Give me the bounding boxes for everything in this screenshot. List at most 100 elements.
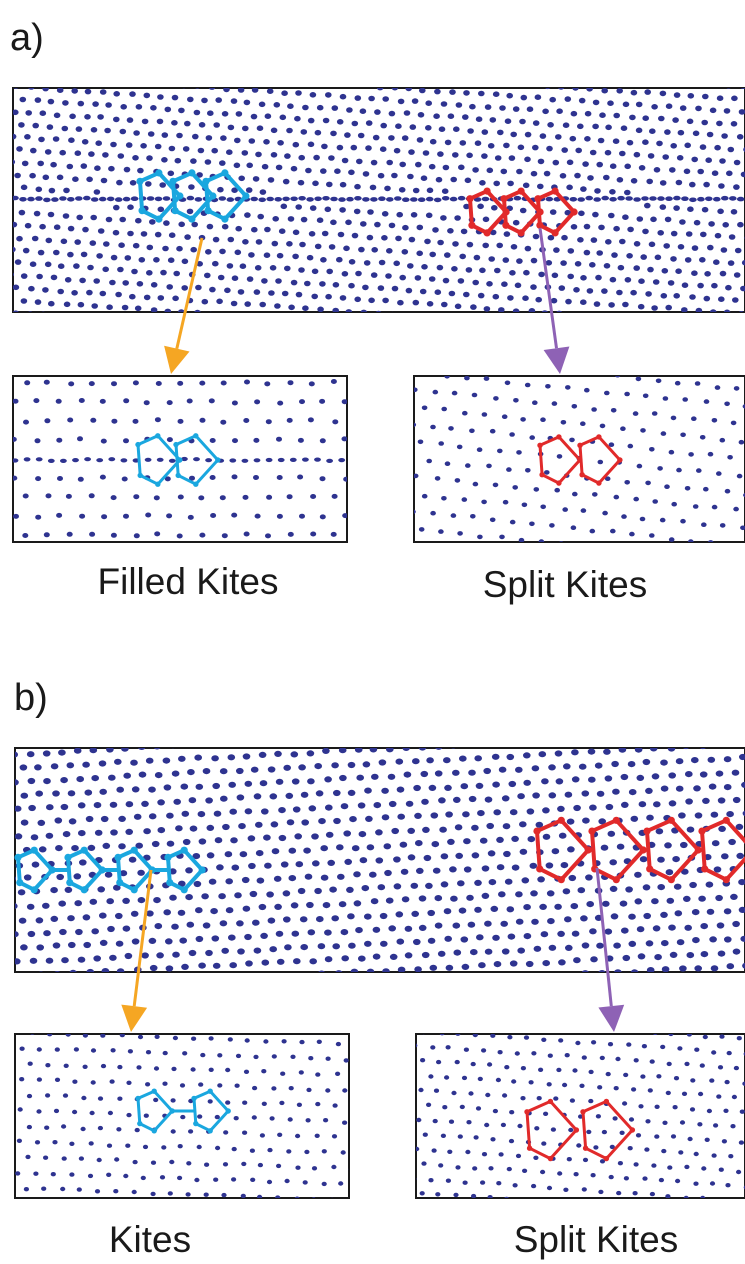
atom: [13, 513, 19, 519]
atom: [255, 239, 263, 245]
atom: [15, 876, 16, 881]
atom: [129, 293, 136, 300]
atom: [56, 174, 64, 181]
atom: [584, 136, 591, 142]
atom: [652, 925, 661, 932]
atom: [707, 540, 714, 542]
atom: [711, 282, 718, 289]
atom: [571, 776, 580, 783]
kite-vertex: [116, 879, 124, 887]
atom: [28, 285, 35, 292]
atom: [665, 196, 673, 201]
atom: [42, 174, 50, 181]
atom: [211, 755, 219, 762]
atom: [238, 175, 245, 182]
atom: [99, 939, 108, 947]
atom: [76, 776, 84, 783]
atom: [67, 790, 76, 797]
atom: [701, 119, 708, 126]
atom: [372, 926, 381, 933]
atom: [543, 170, 551, 177]
atom: [697, 196, 705, 202]
atom: [99, 398, 106, 404]
atom: [402, 197, 410, 202]
atom: [188, 797, 197, 804]
atom: [614, 969, 622, 972]
atom: [179, 937, 187, 944]
atom: [498, 307, 505, 312]
kite-vertex: [155, 481, 161, 487]
atom: [608, 302, 615, 308]
atom: [424, 238, 431, 245]
atom: [82, 761, 90, 768]
atom: [163, 784, 172, 791]
atom: [566, 159, 574, 166]
atom: [90, 127, 98, 133]
atom: [219, 495, 226, 501]
atom: [22, 533, 29, 538]
atom: [451, 748, 456, 749]
atom: [679, 219, 686, 225]
atom: [739, 753, 745, 761]
atom: [441, 188, 449, 194]
atom: [215, 97, 222, 103]
atom: [701, 206, 709, 213]
atom: [119, 870, 128, 877]
atom: [666, 1061, 672, 1067]
atom: [657, 466, 663, 471]
atom: [362, 171, 370, 177]
atom: [201, 893, 209, 900]
atom: [501, 948, 510, 955]
atom: [382, 968, 390, 972]
atom: [180, 783, 189, 790]
atom: [593, 197, 601, 202]
atom: [733, 386, 740, 391]
atom: [118, 242, 125, 248]
atom: [541, 1141, 547, 1146]
kite-vertex: [517, 187, 525, 195]
atom: [530, 170, 538, 177]
split-kite-shape: [538, 435, 582, 485]
atom: [563, 763, 571, 770]
atom: [430, 1045, 436, 1050]
atom: [123, 438, 129, 444]
atom: [635, 101, 643, 108]
atom: [349, 816, 357, 823]
atom: [569, 135, 577, 142]
atom: [537, 158, 545, 165]
atom: [434, 922, 443, 929]
atom: [605, 239, 612, 245]
atom: [723, 108, 731, 114]
atom: [738, 311, 744, 312]
atom: [523, 752, 531, 759]
atom: [106, 748, 114, 753]
atom: [194, 309, 201, 312]
atom: [97, 886, 105, 893]
atom: [402, 748, 410, 751]
atom: [685, 231, 693, 237]
atom: [442, 1105, 448, 1110]
atom: [711, 1153, 717, 1158]
atom: [122, 897, 130, 905]
atom: [559, 541, 564, 542]
atom: [646, 814, 654, 821]
atom: [475, 116, 483, 122]
atom: [443, 908, 452, 915]
atom: [738, 906, 745, 913]
atom: [318, 818, 326, 825]
atom: [621, 801, 629, 809]
atom: [688, 452, 694, 457]
atom: [538, 1067, 544, 1073]
atom: [645, 291, 652, 297]
atom: [476, 447, 483, 453]
atom: [674, 910, 683, 917]
atom: [452, 769, 460, 776]
atom: [489, 117, 497, 123]
atom: [634, 871, 642, 878]
atom: [145, 181, 152, 187]
atom: [322, 902, 331, 909]
kite-vertex: [517, 229, 525, 237]
atom: [42, 287, 49, 293]
atom: [660, 759, 668, 766]
atom: [477, 534, 483, 540]
